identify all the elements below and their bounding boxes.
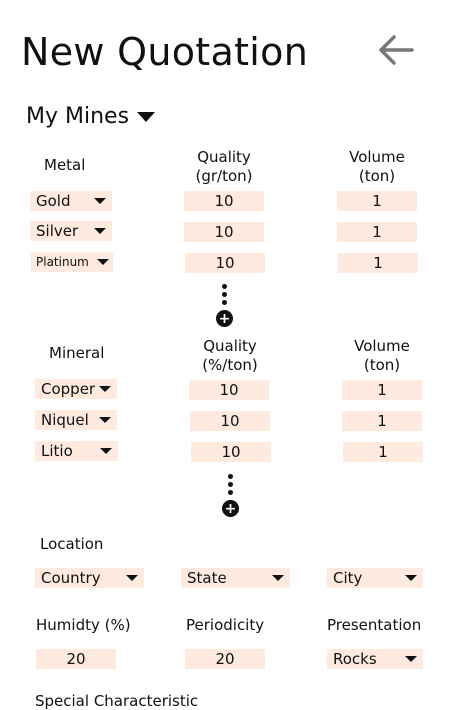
mineral-select-label: Niquel bbox=[41, 411, 89, 429]
metal-volume-input[interactable]: 1 bbox=[337, 222, 417, 242]
metal-quality-input[interactable]: 10 bbox=[184, 191, 264, 211]
mineral-quality-header: Quality (%/ton) bbox=[202, 337, 258, 374]
metal-select-silver[interactable]: Silver bbox=[30, 221, 112, 241]
caret-down-icon bbox=[405, 656, 417, 662]
mineral-volume-input[interactable]: 1 bbox=[342, 411, 422, 431]
caret-down-icon bbox=[137, 111, 156, 122]
mineral-select-label: Litio bbox=[41, 442, 73, 460]
caret-down-icon bbox=[99, 386, 111, 392]
mineral-volume-input[interactable]: 1 bbox=[343, 442, 423, 462]
metal-volume-input[interactable]: 1 bbox=[338, 253, 418, 273]
state-select[interactable]: State bbox=[181, 568, 290, 588]
metal-header: Metal bbox=[44, 156, 86, 174]
vertical-dots-icon[interactable] bbox=[228, 474, 233, 495]
vertical-dots-icon[interactable] bbox=[222, 284, 227, 305]
metal-select-label: Gold bbox=[36, 192, 71, 210]
humidity-input[interactable]: 20 bbox=[36, 649, 116, 669]
back-button[interactable] bbox=[376, 30, 416, 70]
metal-select-gold[interactable]: Gold bbox=[30, 191, 112, 211]
country-select-label: Country bbox=[41, 569, 101, 587]
metal-volume-input[interactable]: 1 bbox=[337, 191, 417, 211]
caret-down-icon bbox=[97, 259, 109, 265]
mineral-select-label: Copper bbox=[41, 380, 96, 398]
state-select-label: State bbox=[187, 569, 227, 587]
metal-volume-header: Volume (ton) bbox=[349, 148, 405, 185]
caret-down-icon bbox=[100, 448, 112, 454]
presentation-label: Presentation bbox=[327, 616, 422, 634]
my-mines-dropdown[interactable]: My Mines bbox=[26, 104, 156, 129]
metal-quality-input[interactable]: 10 bbox=[184, 222, 264, 242]
caret-down-icon bbox=[99, 417, 111, 423]
caret-down-icon bbox=[272, 575, 284, 581]
my-mines-label: My Mines bbox=[26, 104, 130, 129]
periodicity-label: Periodicity bbox=[186, 616, 265, 634]
plus-circle-icon: + bbox=[224, 500, 237, 517]
metal-quality-input[interactable]: 10 bbox=[185, 253, 265, 273]
arrow-left-icon bbox=[379, 35, 414, 65]
mineral-select-copper[interactable]: Copper bbox=[35, 379, 117, 399]
mineral-quality-input[interactable]: 10 bbox=[190, 411, 270, 431]
presentation-select[interactable]: Rocks bbox=[327, 649, 423, 669]
humidity-label: Humidty (%) bbox=[36, 616, 131, 634]
mineral-quality-input[interactable]: 10 bbox=[191, 442, 271, 462]
add-mineral-button[interactable]: + bbox=[222, 500, 239, 517]
metal-select-label: Platinum bbox=[36, 255, 89, 269]
periodicity-input[interactable]: 20 bbox=[185, 649, 265, 669]
country-select[interactable]: Country bbox=[35, 568, 144, 588]
presentation-select-label: Rocks bbox=[333, 650, 377, 668]
mineral-quality-input[interactable]: 10 bbox=[189, 380, 269, 400]
location-label: Location bbox=[40, 535, 104, 553]
caret-down-icon bbox=[94, 228, 106, 234]
city-select[interactable]: City bbox=[327, 568, 423, 588]
caret-down-icon bbox=[405, 575, 417, 581]
page-title: New Quotation bbox=[21, 30, 309, 74]
metal-select-label: Silver bbox=[36, 222, 79, 240]
mineral-volume-header: Volume (ton) bbox=[354, 337, 410, 374]
add-metal-button[interactable]: + bbox=[216, 310, 233, 327]
mineral-volume-input[interactable]: 1 bbox=[342, 380, 422, 400]
mineral-select-litio[interactable]: Litio bbox=[35, 441, 118, 461]
mineral-header: Mineral bbox=[49, 344, 105, 362]
caret-down-icon bbox=[126, 575, 138, 581]
plus-circle-icon: + bbox=[218, 310, 231, 327]
metal-select-platinum[interactable]: Platinum bbox=[31, 252, 113, 272]
caret-down-icon bbox=[94, 198, 106, 204]
metal-quality-header: Quality (gr/ton) bbox=[195, 148, 253, 185]
special-characteristic-label: Special Characteristic bbox=[35, 692, 199, 710]
city-select-label: City bbox=[333, 569, 363, 587]
mineral-select-niquel[interactable]: Niquel bbox=[35, 410, 117, 430]
